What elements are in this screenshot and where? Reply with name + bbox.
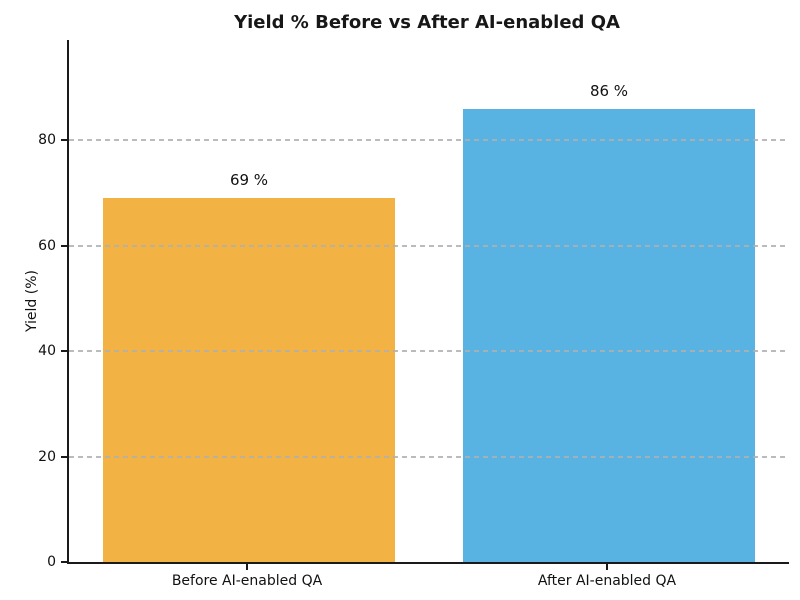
y-tick-mark: [61, 561, 67, 563]
y-tick-label: 60: [38, 237, 56, 254]
y-tick-label: 0: [47, 554, 56, 570]
y-gridline: [69, 455, 789, 458]
y-gridline: [69, 350, 789, 353]
y-axis-label: Yield (%): [24, 270, 40, 333]
y-tick-mark: [61, 244, 67, 247]
y-gridline: [69, 139, 789, 142]
bar-before-ai-enabled-qa: [103, 198, 395, 562]
bar-value-label: 86 %: [589, 81, 629, 100]
x-tick-mark: [246, 564, 248, 570]
chart-title: Yield % Before vs After AI-enabled QA: [234, 12, 620, 33]
x-tick-mark: [606, 564, 608, 570]
x-tick-label-after-ai-enabled-qa: After AI-enabled QA: [537, 573, 677, 589]
x-tick-label-before-ai-enabled-qa: Before AI-enabled QA: [171, 573, 323, 589]
y-tick-label: 20: [38, 448, 56, 465]
plot-area: 69 % 86 %: [67, 40, 789, 564]
y-tick-mark: [61, 455, 67, 458]
y-tick-mark: [61, 139, 67, 142]
y-gridline: [69, 244, 789, 247]
y-tick-label: 80: [38, 132, 56, 149]
y-tick-mark: [61, 350, 67, 353]
bar-value-label: 69 %: [229, 171, 269, 190]
y-tick-label: 40: [38, 343, 56, 360]
bar-after-ai-enabled-qa: [463, 108, 755, 562]
